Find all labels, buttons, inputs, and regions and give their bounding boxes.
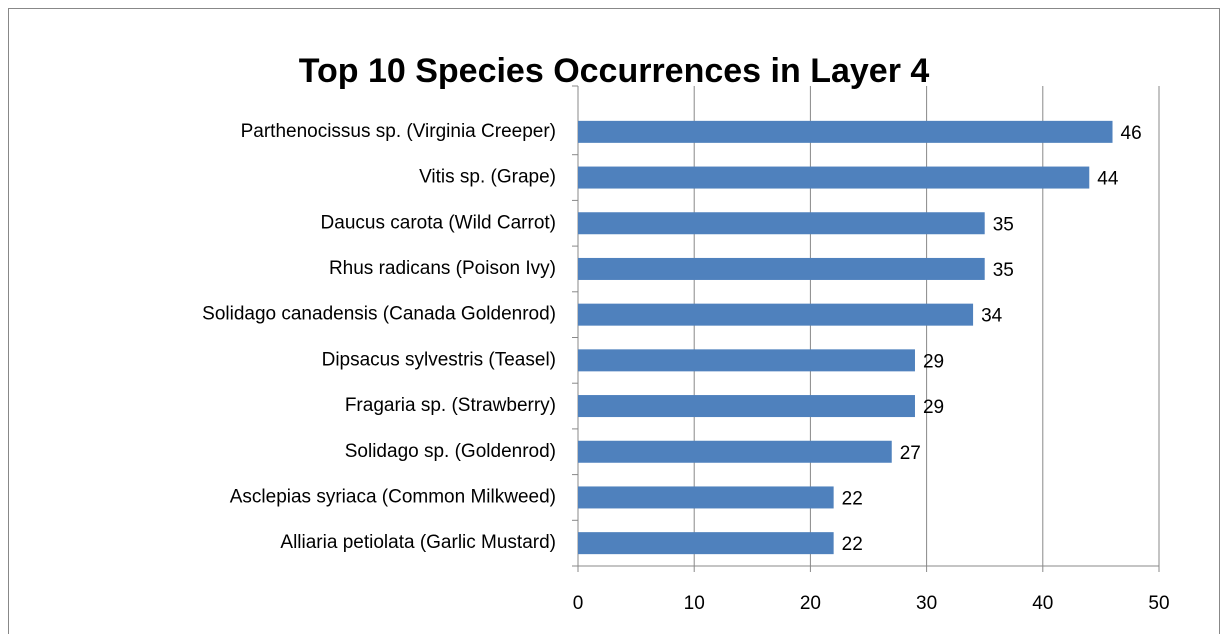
x-tick-label: 0 [573, 593, 584, 614]
y-tick-label: Asclepias syriaca (Common Milkweed) [230, 486, 556, 507]
data-label: 35 [993, 214, 1014, 235]
data-label: 22 [842, 534, 863, 555]
y-tick-label: Alliaria petiolata (Garlic Mustard) [280, 532, 556, 553]
data-label: 44 [1097, 169, 1119, 190]
bar [578, 395, 915, 418]
y-tick-label: Fragaria sp. (Strawberry) [345, 395, 556, 416]
bar [578, 303, 974, 326]
bar [578, 440, 892, 463]
y-tick-label: Solidago sp. (Goldenrod) [345, 441, 556, 462]
data-label: 27 [900, 443, 921, 464]
y-tick-label: Parthenocissus sp. (Virginia Creeper) [241, 121, 556, 142]
y-tick-label: Vitis sp. (Grape) [419, 167, 556, 188]
data-label: 35 [993, 260, 1014, 281]
x-tick-label: 30 [916, 593, 937, 614]
bar [578, 257, 985, 280]
x-tick-label: 50 [1148, 593, 1169, 614]
data-label: 34 [981, 306, 1003, 327]
bar [578, 349, 915, 372]
bar [578, 486, 834, 509]
y-tick-label: Rhus radicans (Poison Ivy) [329, 258, 556, 279]
y-tick-label: Daucus carota (Wild Carrot) [321, 212, 556, 233]
data-label: 29 [923, 351, 944, 372]
data-label: 22 [842, 488, 863, 509]
x-tick-label: 10 [684, 593, 705, 614]
x-tick-label: 40 [1032, 593, 1053, 614]
y-tick-label: Dipsacus sylvestris (Teasel) [322, 349, 556, 370]
bar [578, 166, 1090, 189]
x-tick-label: 20 [800, 593, 821, 614]
bar [578, 120, 1113, 143]
y-tick-label: Solidago canadensis (Canada Goldenrod) [202, 304, 556, 325]
data-label: 46 [1121, 123, 1142, 144]
data-label: 29 [923, 397, 944, 418]
bar [578, 532, 834, 555]
chart-title: Top 10 Species Occurrences in Layer 4 [299, 52, 930, 90]
bar [578, 212, 985, 235]
